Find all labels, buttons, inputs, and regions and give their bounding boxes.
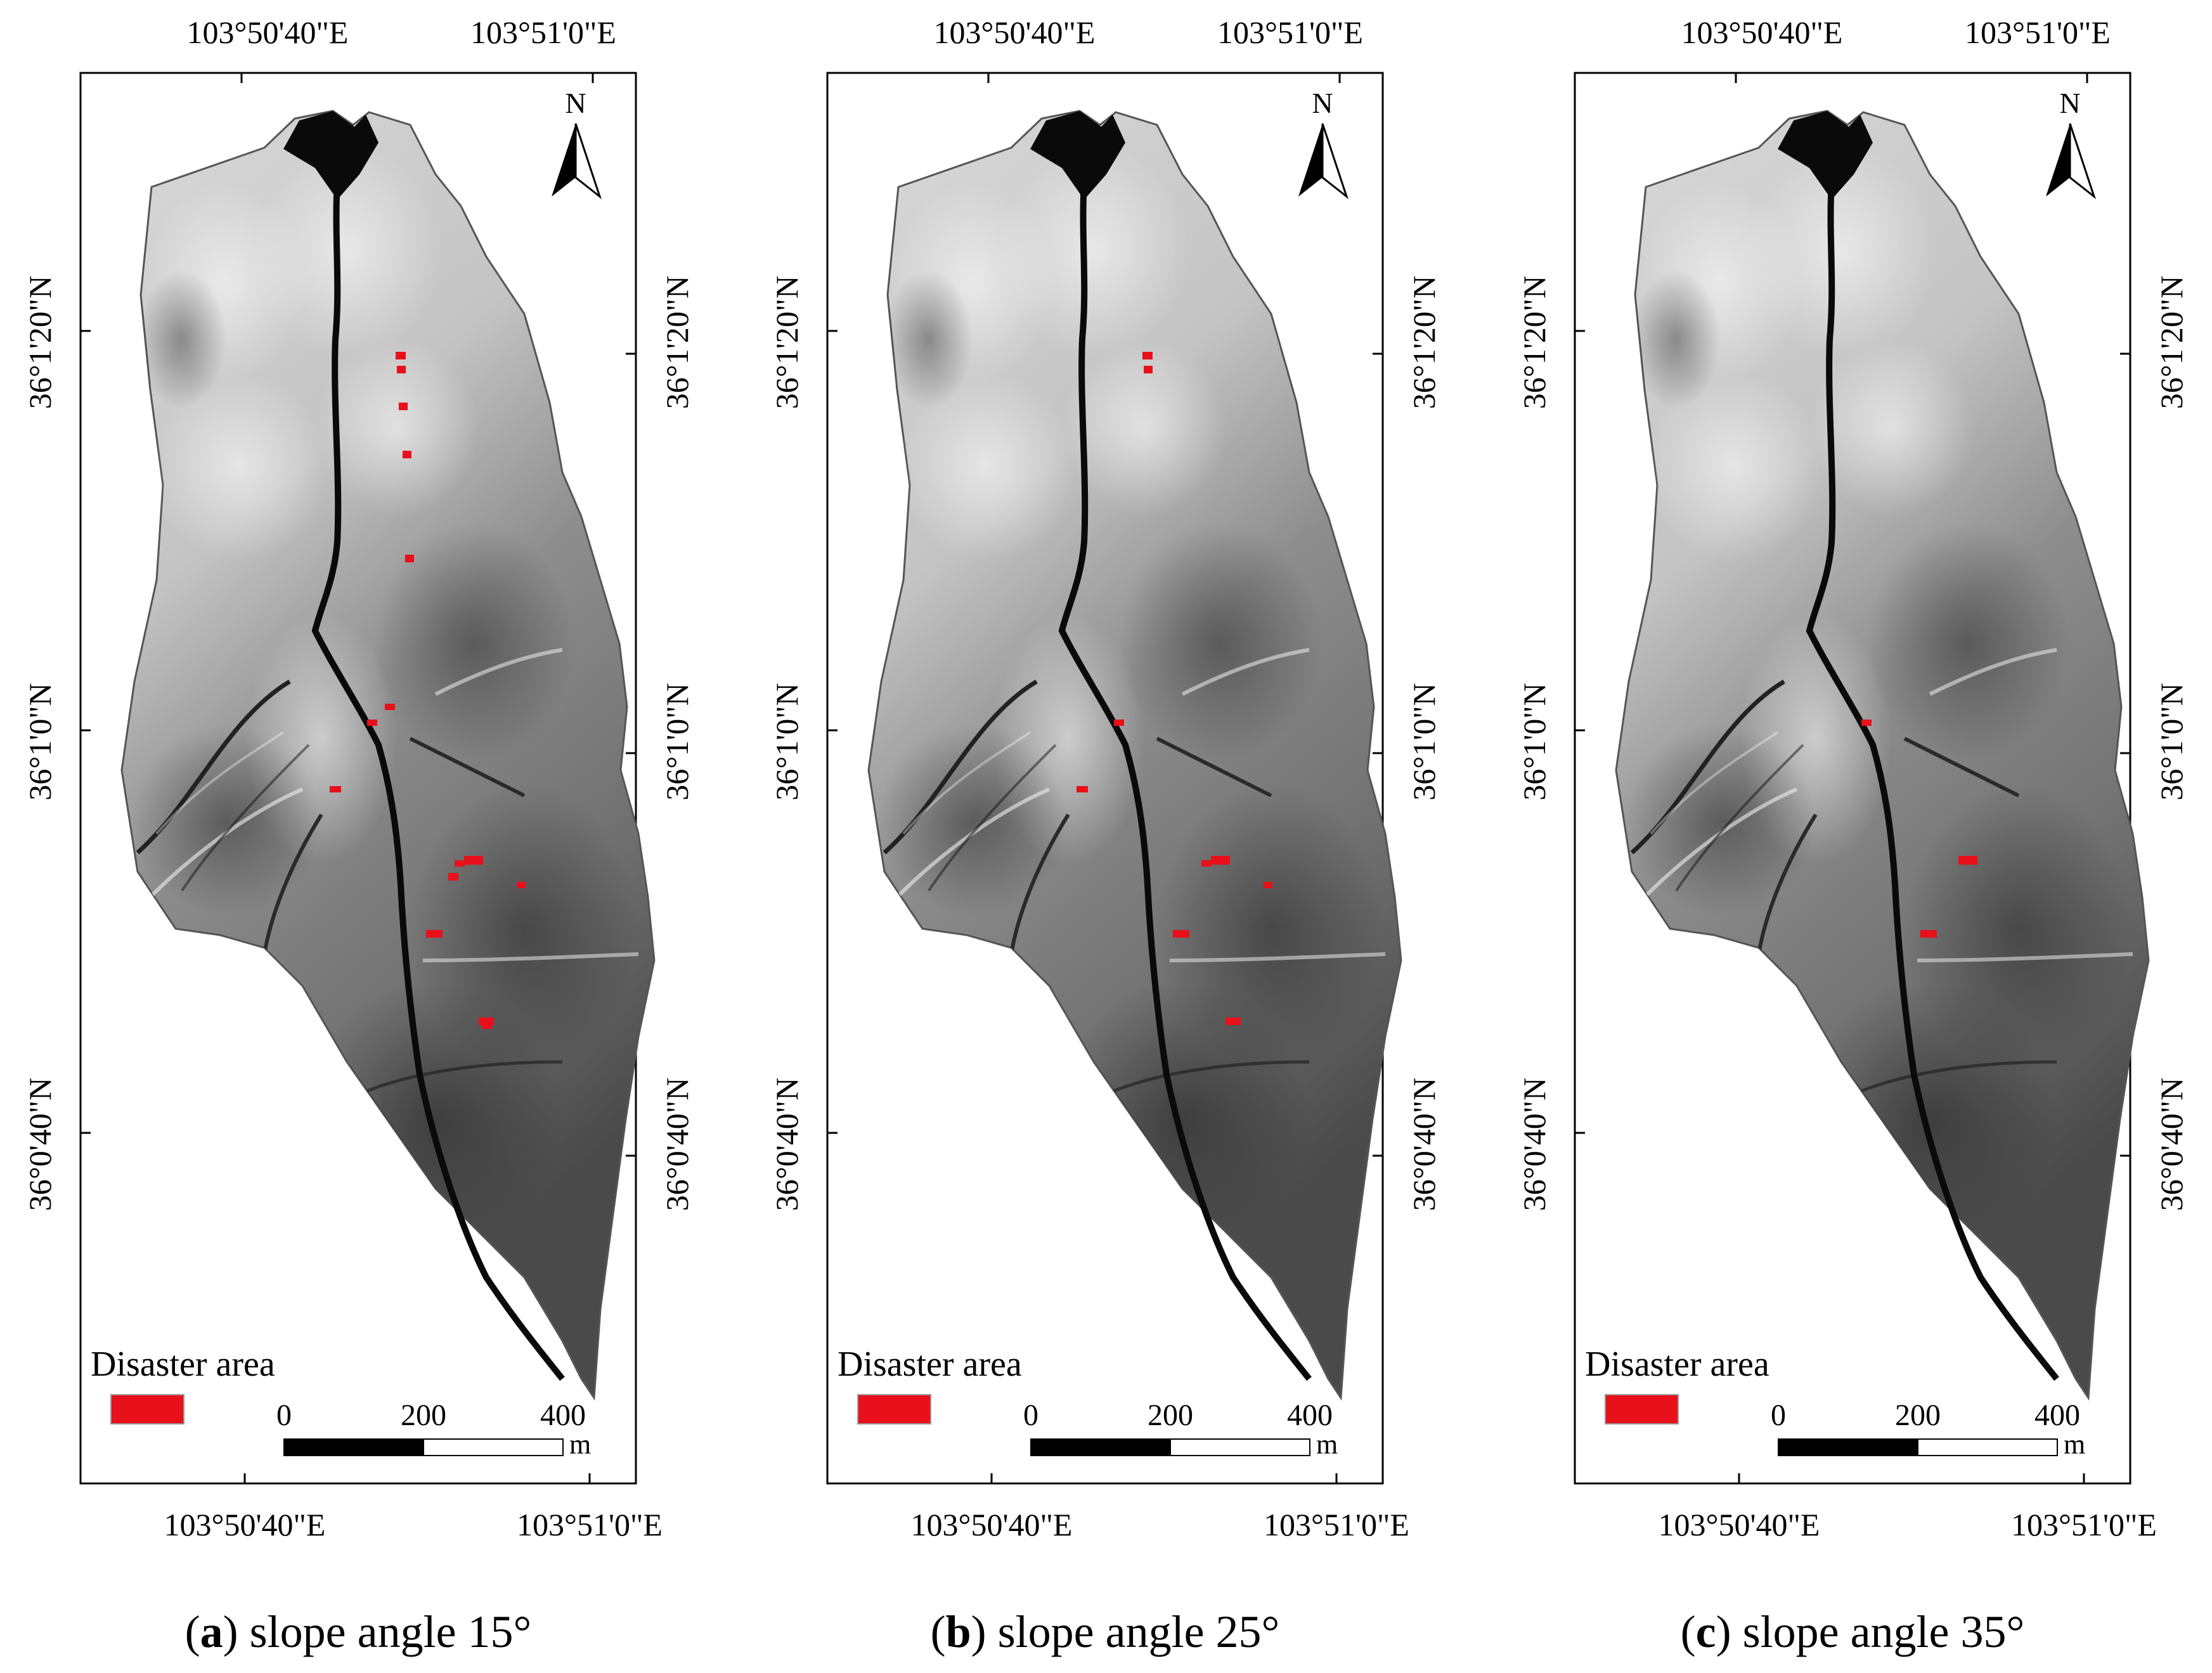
disaster-spots [1077,352,1272,1025]
bottom-longitude-left: 103°50'40"E [164,1507,326,1542]
scale-unit: m [1316,1429,1338,1460]
disaster-spot [403,451,411,458]
top-longitude-left: 103°50'40"E [934,15,1096,50]
right-latitude-lower: 36°0'40"N [1406,1078,1442,1211]
left-latitude-upper: 36°1'20"N [769,276,805,410]
legend-swatch [1605,1394,1679,1424]
top-longitude-right: 103°51'0"E [1965,15,2111,50]
disaster-spots [1861,720,1977,938]
scale-tick-400: 400 [1287,1398,1333,1432]
disaster-spot [455,860,465,867]
left-latitude-lower: 36°0'40"N [1517,1078,1552,1211]
disaster-spot [1201,860,1212,867]
bottom-longitude-left: 103°50'40"E [1659,1507,1820,1542]
disaster-spot [330,786,341,792]
right-latitude-upper: 36°1'20"N [659,276,695,410]
disaster-spot [1173,930,1189,938]
caption-letter: c [1696,1606,1716,1657]
bottom-longitude-right: 103°51'0"E [1264,1507,1409,1542]
right-latitude-upper: 36°1'20"N [1406,276,1442,410]
right-latitude-mid: 36°1'0"N [659,683,695,801]
scale-tick-0: 0 [1023,1398,1038,1432]
caption-letter: a [200,1606,223,1657]
disaster-spot [367,720,377,726]
disaster-spot [1861,720,1872,726]
disaster-spot [399,403,408,410]
top-longitude-left: 103°50'40"E [187,15,349,50]
disaster-spot [448,873,458,881]
map-panel-a: 103°50'40"E 103°51'0"E 103°50'40"E 103°51'0… [22,15,695,1657]
north-arrow-icon: N [2046,87,2096,200]
left-latitude-mid: 36°1'0"N [1517,683,1552,801]
panel-caption: (a) slope angle 15° [185,1606,532,1657]
disaster-spot [397,366,406,373]
disaster-spot [405,555,414,562]
scale-tick-400: 400 [2034,1398,2080,1432]
left-latitude-upper: 36°1'20"N [1517,276,1552,410]
disaster-spot [396,352,406,359]
scale-tick-400: 400 [540,1398,586,1432]
right-latitude-lower: 36°0'40"N [2154,1078,2189,1211]
disaster-spot [1077,786,1088,792]
top-longitude-right: 103°51'0"E [470,15,616,50]
right-latitude-upper: 36°1'20"N [2154,276,2189,410]
caption-text: slope angle 35° [1731,1606,2025,1657]
disaster-spot [464,856,483,865]
disaster-spot [482,1023,492,1029]
disaster-spot [1264,882,1272,888]
disaster-spot [426,930,443,938]
bottom-longitude-right: 103°51'0"E [2011,1507,2157,1542]
scale-tick-0: 0 [276,1398,292,1432]
scale-unit: m [2064,1429,2085,1460]
legend-label: Disaster area [838,1345,1022,1384]
bottom-longitude-left: 103°50'40"E [911,1507,1073,1542]
disaster-spot [1958,856,1977,865]
north-label: N [2059,87,2080,119]
disaster-spot [1144,366,1153,373]
disaster-spot [1211,856,1230,865]
disaster-spot [385,704,395,710]
left-latitude-mid: 36°1'0"N [769,683,805,801]
disaster-spots [330,352,526,1029]
caption-letter: b [946,1606,971,1657]
north-label: N [565,87,586,119]
left-latitude-lower: 36°0'40"N [769,1078,805,1211]
right-latitude-lower: 36°0'40"N [659,1078,695,1211]
disaster-spot [1114,720,1124,726]
scale-tick-200: 200 [401,1398,446,1432]
legend-label: Disaster area [1585,1345,1769,1384]
right-latitude-mid: 36°1'0"N [1406,683,1442,801]
legend-label: Disaster area [91,1345,275,1384]
north-label: N [1312,87,1333,119]
north-arrow-icon: N [552,87,602,200]
left-latitude-mid: 36°1'0"N [22,683,58,801]
north-arrow-icon: N [1298,87,1349,200]
scale-tick-200: 200 [1895,1398,1941,1432]
disaster-spot [1226,1017,1241,1025]
top-longitude-left: 103°50'40"E [1681,15,1843,50]
right-latitude-mid: 36°1'0"N [2154,683,2189,801]
disaster-spot [1920,930,1937,938]
scale-tick-200: 200 [1148,1398,1193,1432]
legend-swatch [110,1394,184,1424]
map-panel-c: 103°50'40"E 103°51'0"E 103°50'40"E 103°51'0… [1517,15,2189,1657]
left-latitude-lower: 36°0'40"N [22,1078,58,1211]
disaster-spot [517,882,526,888]
panel-caption: (b) slope angle 25° [931,1606,1280,1657]
scale-tick-0: 0 [1771,1398,1786,1432]
top-longitude-right: 103°51'0"E [1217,15,1363,50]
caption-text: slope angle 15° [238,1606,532,1657]
bottom-longitude-right: 103°51'0"E [517,1507,663,1542]
caption-text: slope angle 25° [986,1606,1280,1657]
left-latitude-upper: 36°1'20"N [22,276,58,410]
disaster-spot [1142,352,1153,359]
map-panel-b: 103°50'40"E 103°51'0"E 103°50'40"E 103°51'0… [769,15,1442,1657]
scale-unit: m [569,1429,591,1460]
panel-caption: (c) slope angle 35° [1681,1606,2025,1657]
legend-swatch [857,1394,931,1424]
